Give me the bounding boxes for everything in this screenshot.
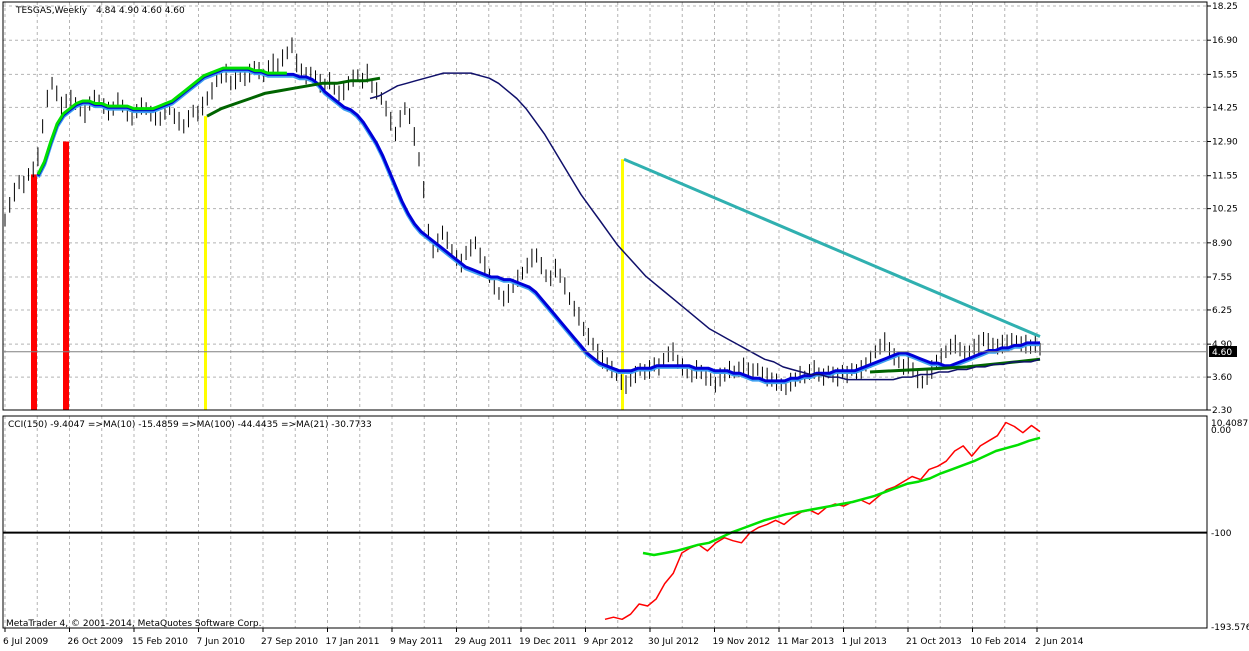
ma-navy-line [369,72,1041,381]
y-tick-label: 12.90 [1212,138,1238,148]
x-tick-label: 21 Oct 2013 [906,637,962,647]
x-tick-label: 7 Jun 2010 [197,637,246,647]
trend-teal-line [623,157,1041,338]
signal-bar-red [63,141,69,410]
axes [2,1,1211,632]
indicator-panel-frame [2,415,1208,629]
signal-bars [31,116,624,410]
cci-minus100-label: -100 [1211,529,1232,539]
y-tick-label: 8.90 [1212,239,1232,249]
cci-top-label: 10.4087 [1211,419,1248,429]
y-tick-label: 4.90 [1212,340,1232,350]
ma-dark-green-line [206,76,381,118]
x-tick-label: 2 Jun 2014 [1035,637,1084,647]
signal-bar-yellow [204,116,207,410]
y-tick-label: 14.25 [1212,103,1238,113]
x-tick-label: 17 Jan 2011 [326,637,380,647]
x-tick-label: 30 Jul 2012 [648,637,699,647]
x-tick-label: 19 Dec 2011 [519,637,577,647]
x-tick-label: 9 May 2011 [390,637,443,647]
cci-ma-line [642,436,1041,557]
signal-bar-red [31,174,37,410]
price-series [4,37,1041,396]
y-tick-label: 7.55 [1212,273,1232,283]
x-tick-label: 11 Mar 2013 [777,637,834,647]
indicator-legend: CCI(150) -9.4047 =>MA(10) -15.4859 =>MA(… [8,420,372,430]
y-tick-label: 10.25 [1212,205,1238,215]
cci-line [604,421,1041,621]
main-panel-frame [2,1,1208,411]
x-tick-label: 6 Jul 2009 [3,637,48,647]
copyright-text: MetaTrader 4, © 2001-2014, MetaQuotes So… [6,619,262,629]
x-tick-label: 15 Feb 2010 [132,637,188,647]
cci-bottom-label: -193.576 [1211,623,1249,633]
last-price-label: 4.60 [1212,348,1232,358]
x-tick-label: 9 Apr 2012 [584,637,634,647]
x-tick-label: 27 Sep 2010 [261,637,318,647]
last-price-badge [1209,346,1237,357]
y-tick-label: 16.90 [1212,36,1238,46]
y-tick-label: 6.25 [1212,306,1232,316]
y-tick-label: 15.55 [1212,70,1238,80]
signal-bar-yellow [621,159,624,410]
symbol-title: TESGAS,Weekly [15,6,88,16]
ohlc-values: 4.84 4.90 4.60 4.60 [96,6,185,16]
x-tick-label: 10 Feb 2014 [971,637,1027,647]
ma-fast-green-line [36,66,287,176]
x-tick-label: 29 Aug 2011 [455,637,513,647]
x-tick-label: 1 Jul 2013 [842,637,887,647]
y-tick-label: 3.60 [1212,373,1232,383]
y-tick-label: 11.55 [1212,172,1238,182]
cci-series [604,421,1041,621]
y-tick-label: 2.30 [1212,406,1232,416]
x-tick-label: 19 Nov 2012 [713,637,771,647]
cci-zero-label: 0.00 [1211,426,1231,436]
y-tick-label: 18.25 [1212,2,1238,12]
tick-labels: 18.25 16.90 15.55 14.25 12.90 11.55 10.25 8.90 7… [3,2,1238,647]
x-tick-label: 26 Oct 2009 [68,637,124,647]
